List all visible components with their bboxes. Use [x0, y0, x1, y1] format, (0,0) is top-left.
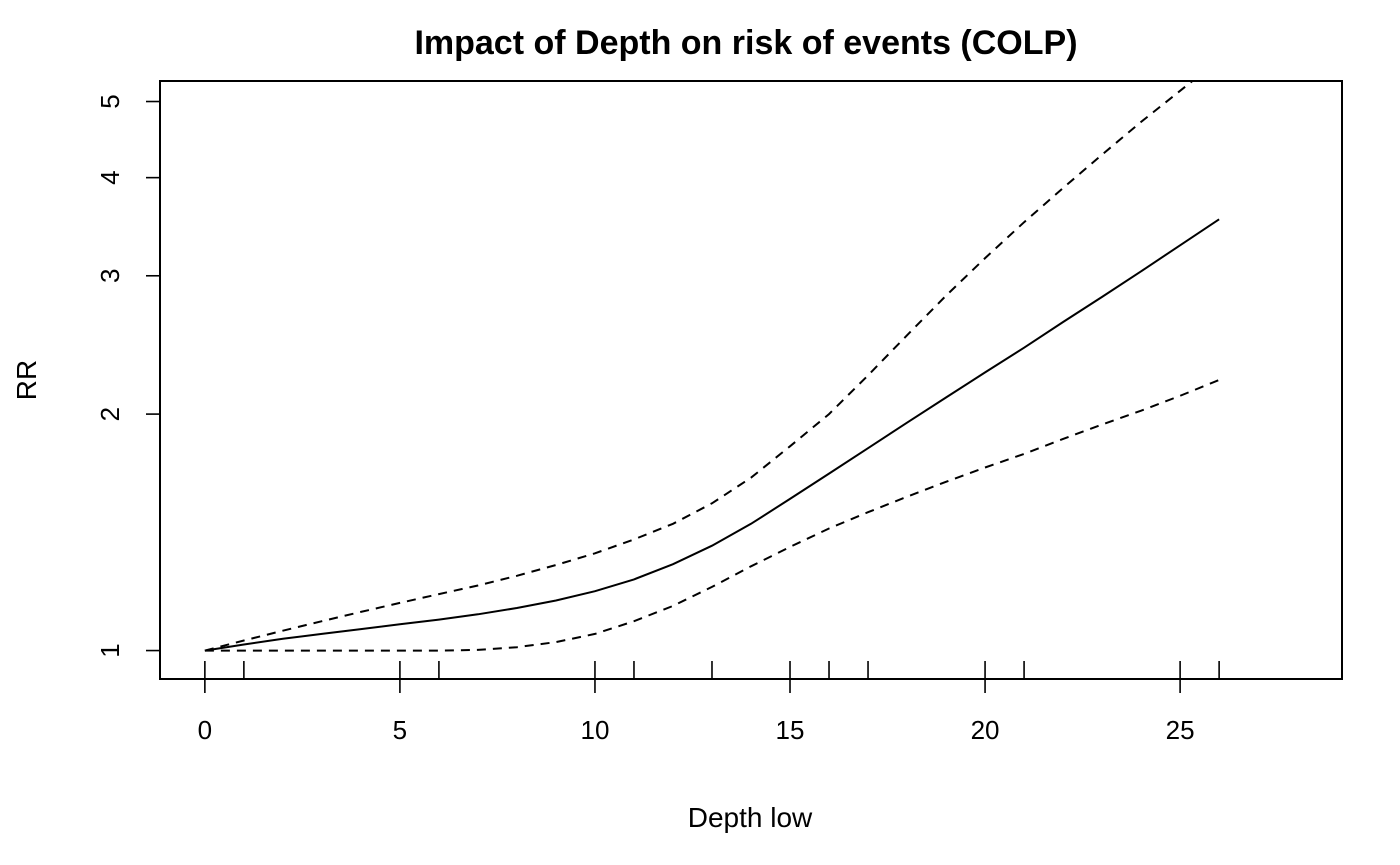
x-tick-label: 0: [198, 715, 212, 745]
y-tick-label: 2: [95, 407, 125, 421]
series-line-rr: [204, 218, 1220, 652]
y-tick-label: 1: [95, 643, 125, 657]
chart-title: Impact of Depth on risk of events (COLP): [414, 24, 1077, 62]
y-tick-label: 3: [95, 269, 125, 283]
x-tick-label: 20: [971, 715, 1000, 745]
y-tick-label: 4: [95, 170, 125, 184]
series-line-upper-95-ci: [204, 81, 1195, 652]
x-tick-label: 5: [393, 715, 407, 745]
y-axis-label: RR: [11, 360, 42, 400]
x-tick-label: 15: [776, 715, 805, 745]
plot-frame: [159, 80, 1343, 680]
x-axis-label: Depth low: [688, 802, 813, 833]
series-line-lower-95-ci: [204, 379, 1220, 652]
x-tick-label: 10: [580, 715, 609, 745]
x-tick-label: 25: [1166, 715, 1195, 745]
y-tick-label: 5: [95, 94, 125, 108]
